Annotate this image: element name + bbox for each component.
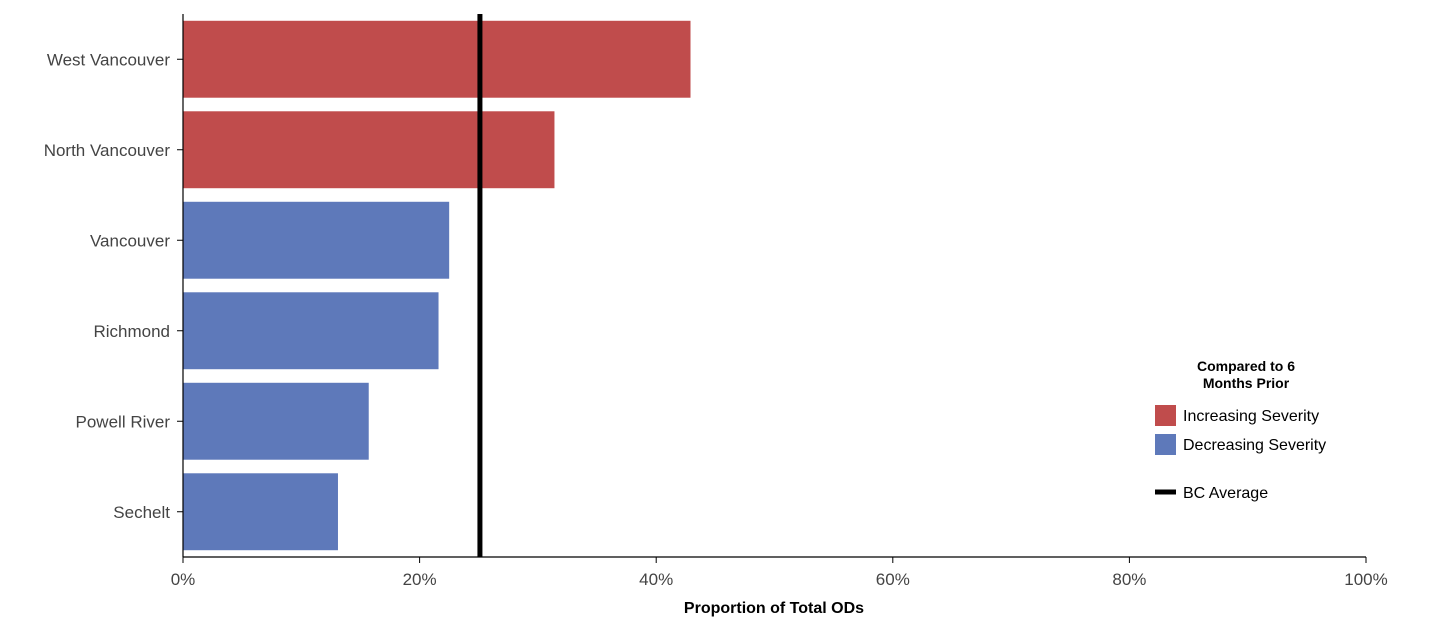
legend-title-line-2: Months Prior xyxy=(1203,375,1290,391)
y-tick-label: West Vancouver xyxy=(47,50,170,69)
x-tick-label: 80% xyxy=(1112,570,1146,589)
y-tick-label: Sechelt xyxy=(113,503,170,522)
x-tick-label: 0% xyxy=(171,570,196,589)
axes-group: West Vancouver North Vancouver Vancouver Ri… xyxy=(44,14,1388,589)
y-tick-label: Richmond xyxy=(93,322,170,341)
legend-label-decreasing: Decreasing Severity xyxy=(1183,437,1326,454)
bar-powell-river xyxy=(183,382,369,460)
bar-sechelt xyxy=(183,473,338,551)
legend: Compared to 6 Months Prior Increasing Se… xyxy=(1155,358,1326,502)
x-tick-label: 60% xyxy=(876,570,910,589)
y-tick-label: North Vancouver xyxy=(44,141,171,160)
bars-group xyxy=(183,20,691,551)
x-tick-label: 40% xyxy=(639,570,673,589)
y-tick-label: Powell River xyxy=(76,412,171,431)
y-tick-label: Vancouver xyxy=(90,231,170,250)
legend-label-bc-average: BC Average xyxy=(1183,485,1268,502)
x-axis-title: Proportion of Total ODs xyxy=(684,600,864,617)
bar-north-vancouver xyxy=(183,111,555,189)
legend-swatch-decreasing xyxy=(1155,434,1176,455)
x-tick-label: 100% xyxy=(1344,570,1387,589)
legend-swatch-increasing xyxy=(1155,405,1176,426)
legend-title-line-1: Compared to 6 xyxy=(1197,358,1295,374)
x-tick-label: 20% xyxy=(403,570,437,589)
bar-vancouver xyxy=(183,201,450,279)
bar-west-vancouver xyxy=(183,20,691,98)
legend-label-increasing: Increasing Severity xyxy=(1183,408,1319,425)
bar-richmond xyxy=(183,292,439,370)
